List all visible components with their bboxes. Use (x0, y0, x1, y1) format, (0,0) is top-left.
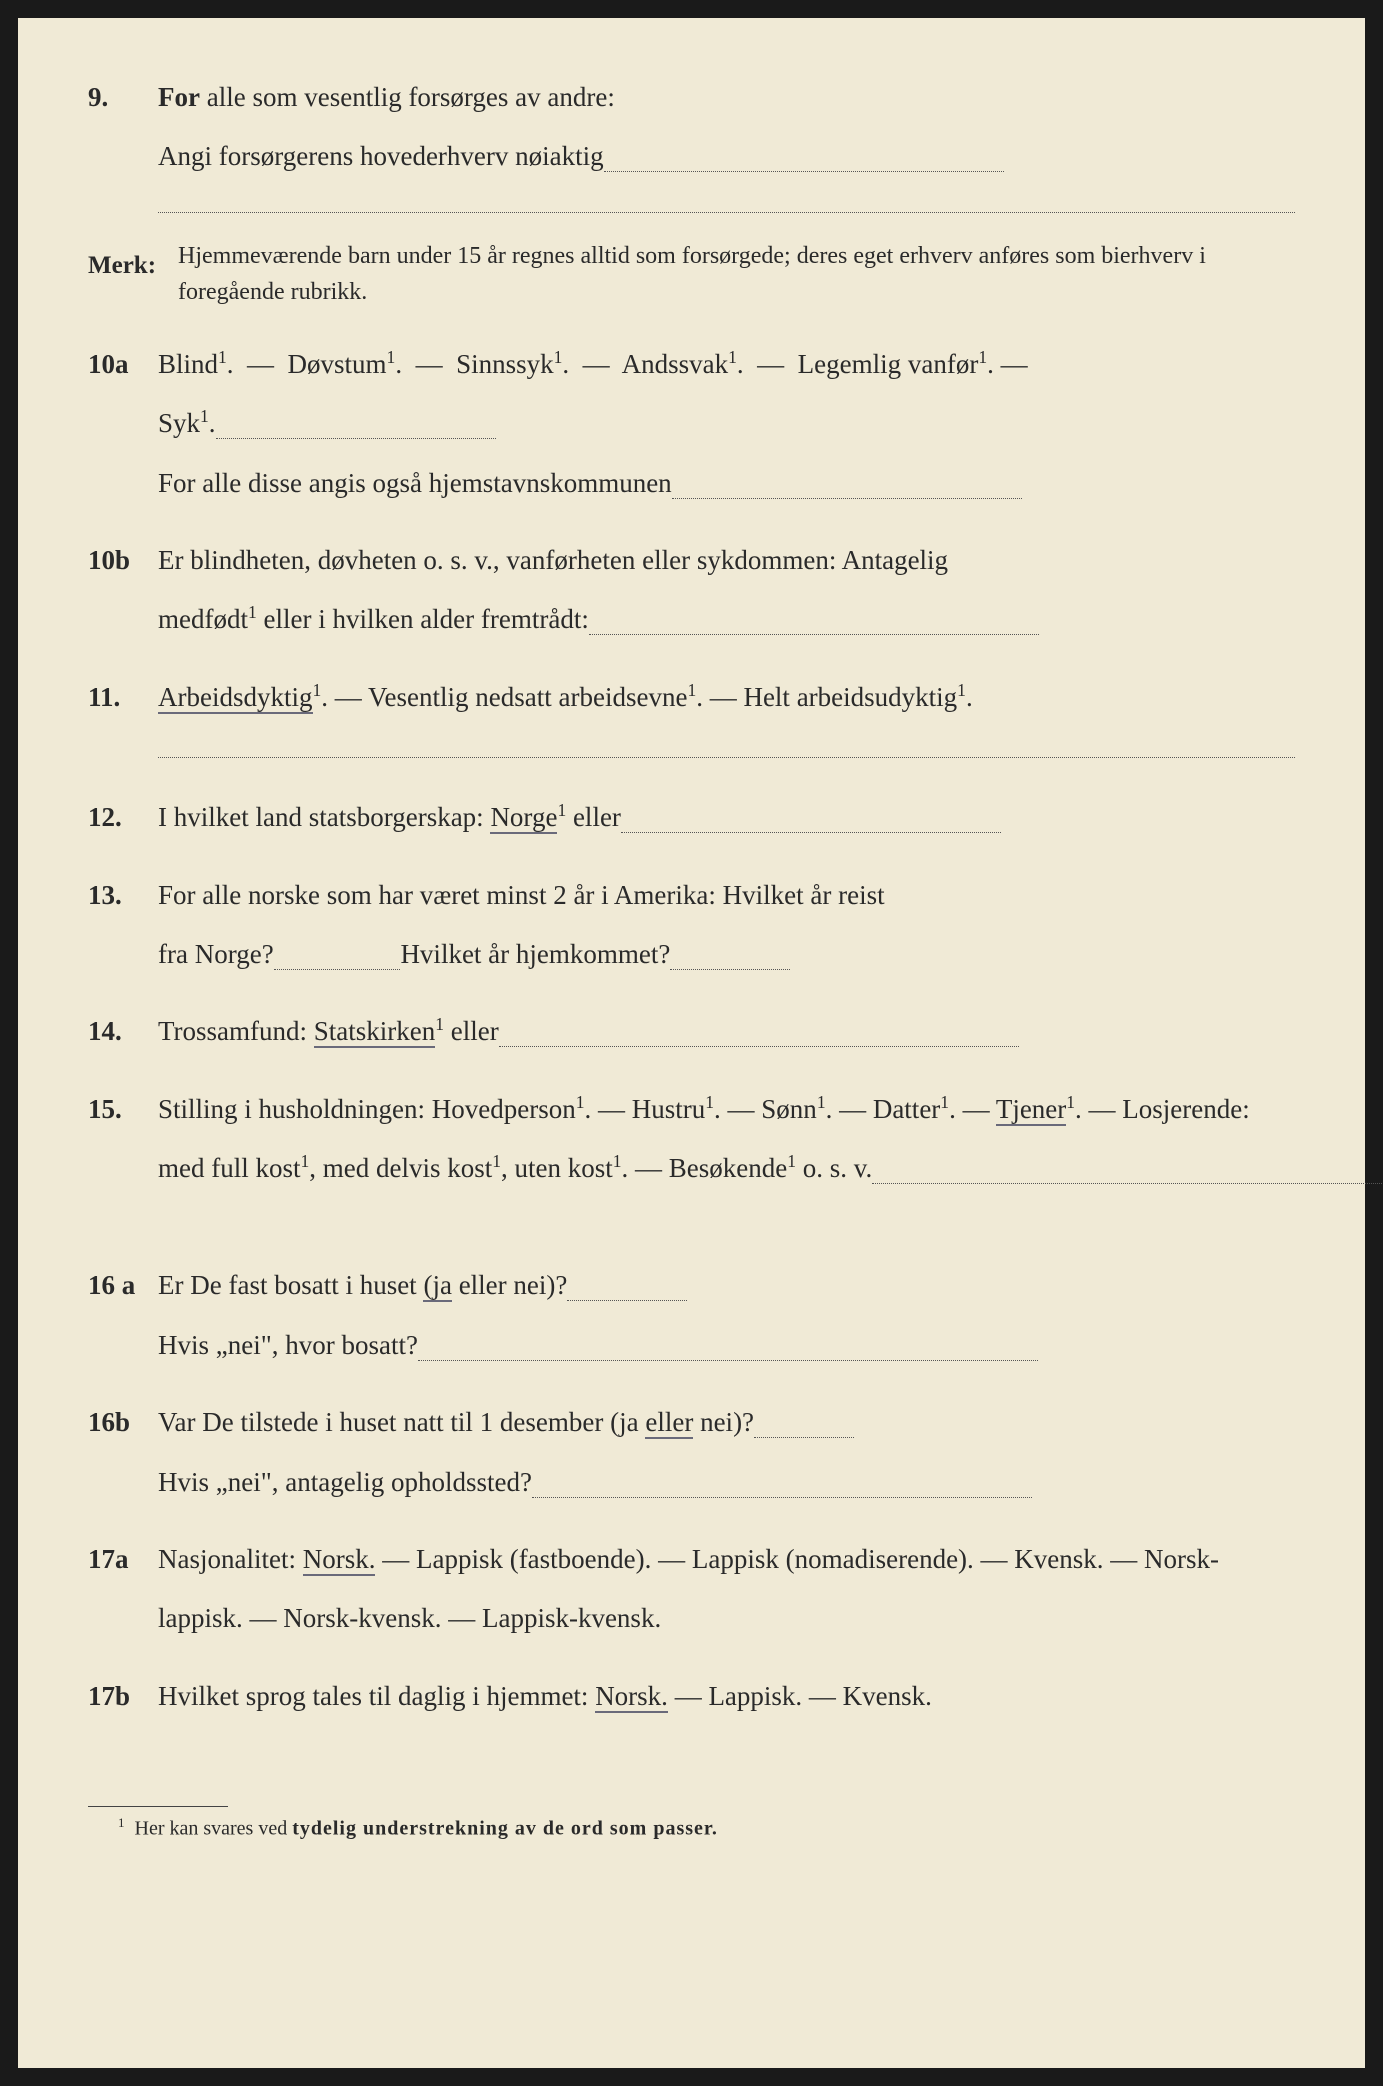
q9-number: 9. (88, 68, 158, 187)
q14-number: 14. (88, 1002, 158, 1061)
footnote-text1: Her kan svares ved (135, 1818, 293, 1840)
question-17a: 17a Nasjonalitet: Norsk. — Lappisk (fast… (88, 1530, 1295, 1649)
q10a-syk: Syk (158, 408, 200, 438)
q9-bold: For (158, 82, 200, 112)
q11-nedsatt: Vesentlig nedsatt arbeidsevne (368, 682, 687, 712)
q17a-content: Nasjonalitet: Norsk. — Lappisk (fastboen… (158, 1530, 1295, 1649)
question-9: 9. For alle som vesentlig forsørges av a… (88, 68, 1295, 187)
merk-note: Merk: Hjemmeværende barn under 15 år reg… (88, 238, 1295, 310)
q11-helt: Helt arbeidsudyktig (743, 682, 957, 712)
q15-sonn: Sønn (761, 1094, 817, 1124)
q13-line2b: Hvilket år hjemkommet? (400, 939, 670, 969)
q17a-number: 17a (88, 1530, 158, 1649)
q15-delvis: med delvis kost (323, 1153, 493, 1183)
question-17b: 17b Hvilket sprog tales til daglig i hje… (88, 1667, 1295, 1726)
q16b-content: Var De tilstede i huset natt til 1 desem… (158, 1393, 1295, 1512)
q16a-number: 16 a (88, 1256, 158, 1375)
q11-arbeid: Arbeidsdyktig (158, 682, 313, 714)
q10a-content: Blind1. — Døvstum1. — Sinnssyk1. — Andss… (158, 335, 1295, 513)
q15-text: Stilling i husholdningen: Hovedperson (158, 1094, 576, 1124)
q11-content: Arbeidsdyktig1. — Vesentlig nedsatt arbe… (158, 668, 1295, 727)
q15-uten: uten kost (515, 1153, 613, 1183)
merk-text: Hjemmeværende barn under 15 år regnes al… (178, 238, 1295, 310)
q10b-number: 10b (88, 531, 158, 650)
q10b-line1: Er blindheten, døvheten o. s. v., vanfør… (158, 545, 948, 575)
divider (158, 212, 1295, 213)
question-15: 15. Stilling i husholdningen: Hovedperso… (88, 1080, 1295, 1199)
q10a-line3: For alle disse angis også hjemstavnskomm… (158, 468, 672, 498)
q15-hustru: Hustru (632, 1094, 706, 1124)
q17b-text1: Hvilket sprog tales til daglig i hjemmet… (158, 1681, 595, 1711)
q17a-text1: Nasjonalitet: (158, 1544, 303, 1574)
q13-line1: For alle norske som har været minst 2 år… (158, 880, 885, 910)
question-16a: 16 a Er De fast bosatt i huset (ja eller… (88, 1256, 1295, 1375)
q11-number: 11. (88, 668, 158, 727)
q9-line1: alle som vesentlig forsørges av andre: (200, 82, 615, 112)
footnote-num: 1 (118, 1815, 125, 1830)
question-10a: 10a Blind1. — Døvstum1. — Sinnssyk1. — A… (88, 335, 1295, 513)
q17a-norsk: Norsk. (303, 1544, 376, 1576)
q10b-medfodt: medfødt (158, 604, 248, 634)
q12-norge: Norge (490, 802, 557, 834)
question-10b: 10b Er blindheten, døvheten o. s. v., va… (88, 531, 1295, 650)
q16b-number: 16b (88, 1393, 158, 1512)
q17b-rest: — Lappisk. — Kvensk. (668, 1681, 932, 1711)
q10a-legem: Legemlig vanfør (798, 349, 979, 379)
q10a-sinn: Sinnssyk (456, 349, 554, 379)
q10b-content: Er blindheten, døvheten o. s. v., vanfør… (158, 531, 1295, 650)
q13-content: For alle norske som har været minst 2 år… (158, 866, 1295, 985)
q17b-norsk: Norsk. (595, 1681, 668, 1713)
q15-besok: Besøkende (669, 1153, 787, 1183)
merk-label: Merk: (88, 238, 178, 310)
q15-content: Stilling i husholdningen: Hovedperson1. … (158, 1080, 1295, 1199)
q16a-line1b: eller nei)? (452, 1270, 567, 1300)
q10b-line2b: eller i hvilken alder fremtrådt: (257, 604, 589, 634)
question-13: 13. For alle norske som har været minst … (88, 866, 1295, 985)
q14-text1: Trossamfund: (158, 1016, 314, 1046)
q9-line2: Angi forsørgerens hovederhverv nøiaktig (158, 141, 604, 171)
q15-datter: Datter (873, 1094, 940, 1124)
q12-text1: I hvilket land statsborgerskap: (158, 802, 490, 832)
q13-number: 13. (88, 866, 158, 985)
q16a-content: Er De fast bosatt i huset (ja eller nei)… (158, 1256, 1295, 1375)
form-page: 9. For alle som vesentlig forsørges av a… (18, 18, 1365, 2068)
q10a-number: 10a (88, 335, 158, 513)
q10a-dov: Døvstum (288, 349, 387, 379)
q15-osv: o. s. v. (796, 1153, 872, 1183)
q16b-line1a: Var De tilstede i huset natt til 1 desem… (158, 1407, 645, 1437)
question-16b: 16b Var De tilstede i huset natt til 1 d… (88, 1393, 1295, 1512)
q16b-line2: Hvis „nei", antagelig opholdssted? (158, 1467, 532, 1497)
footnote-bold: tydelig understrekning av de ord som pas… (292, 1818, 718, 1840)
q15-tjener: Tjener (996, 1094, 1066, 1126)
question-12: 12. I hvilket land statsborgerskap: Norg… (88, 788, 1295, 847)
q13-line2a: fra Norge? (158, 939, 274, 969)
gap (88, 1216, 1295, 1256)
footnote: 1 Her kan svares ved tydelig understrekn… (88, 1815, 1295, 1841)
q16b-line1b: nei)? (693, 1407, 754, 1437)
question-14: 14. Trossamfund: Statskirken1 eller (88, 1002, 1295, 1061)
q12-content: I hvilket land statsborgerskap: Norge1 e… (158, 788, 1295, 847)
divider (158, 757, 1295, 758)
q10a-ands: Andssvak (622, 349, 729, 379)
q15-number: 15. (88, 1080, 158, 1199)
question-11: 11. Arbeidsdyktig1. — Vesentlig nedsatt … (88, 668, 1295, 727)
q17b-content: Hvilket sprog tales til daglig i hjemmet… (158, 1667, 1295, 1726)
q12-number: 12. (88, 788, 158, 847)
q14-stats: Statskirken (314, 1016, 436, 1048)
q16a-line1a: Er De fast bosatt i huset (158, 1270, 423, 1300)
q9-content: For alle som vesentlig forsørges av andr… (158, 68, 1295, 187)
q14-content: Trossamfund: Statskirken1 eller (158, 1002, 1295, 1061)
q17b-number: 17b (88, 1667, 158, 1726)
q14-text2: eller (444, 1016, 499, 1046)
q16a-line2: Hvis „nei", hvor bosatt? (158, 1330, 418, 1360)
q16b-eller: eller (645, 1407, 693, 1439)
q16a-ja: (ja (423, 1270, 451, 1302)
dotted-line (604, 141, 1004, 172)
q10a-blind: Blind (158, 349, 218, 379)
footnote-rule (88, 1806, 228, 1807)
q12-text2: eller (566, 802, 621, 832)
